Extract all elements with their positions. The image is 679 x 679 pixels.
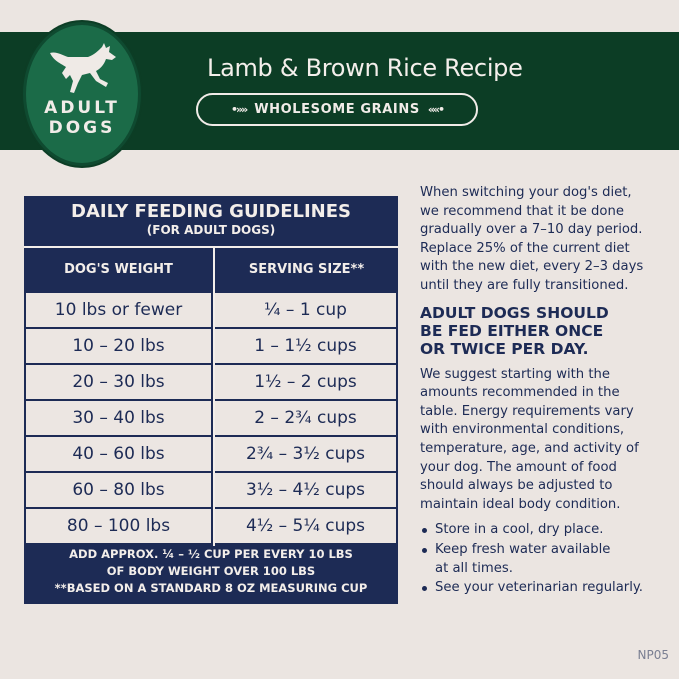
table-row: 10 lbs or fewer ¼ – 1 cup — [26, 293, 396, 327]
table-row: 10 – 20 lbs 1 – 1½ cups — [26, 329, 396, 363]
table-row: 80 – 100 lbs 4½ – 5¼ cups — [26, 509, 396, 543]
serving-cell: 4½ – 5¼ cups — [215, 509, 396, 543]
weight-cell: 40 – 60 lbs — [26, 437, 211, 471]
serving-cell: 1½ – 2 cups — [215, 365, 396, 399]
text-line: should always be adjusted to — [420, 478, 613, 494]
product-code: NP05 — [637, 648, 669, 662]
serving-cell: 2¾ – 3½ cups — [215, 437, 396, 471]
text-line: your dog. The amount of food — [420, 459, 617, 475]
text-line: table. Energy requirements vary — [420, 403, 634, 419]
table-row: 60 – 80 lbs 3½ – 4½ cups — [26, 473, 396, 507]
feeding-frequency-heading: ADULT DOGS SHOULD BE FED EITHER ONCE OR TW… — [420, 304, 670, 358]
amount-paragraph: We suggest starting with the amounts reco… — [420, 366, 670, 515]
text-line: gradually over a 7–10 day period. — [420, 222, 643, 238]
footnote-line: **BASED ON A STANDARD 8 OZ MEASURING CUP — [54, 581, 368, 595]
text-line: with the new diet, every 2–3 days — [420, 259, 644, 275]
text-line: maintain ideal body condition. — [420, 496, 621, 512]
bullet-text: Store in a cool, dry place. — [435, 522, 604, 538]
table-subtitle: (FOR ADULT DOGS) — [146, 223, 276, 237]
tag-label: WHOLESOME GRAINS — [254, 102, 420, 117]
badge-line-1: ADULT — [44, 98, 120, 118]
recipe-title: Lamb & Brown Rice Recipe — [207, 54, 523, 82]
adult-dogs-badge: ADULT DOGS — [23, 22, 141, 166]
serving-cell: 2 – 2¾ cups — [215, 401, 396, 435]
list-item: Store in a cool, dry place. — [420, 521, 670, 540]
running-dog-icon — [50, 43, 116, 93]
wholesome-grains-tag: •»» WHOLESOME GRAINS ««• — [196, 93, 478, 126]
text-line: When switching your dog's diet, — [420, 185, 632, 200]
text-line: with environmental conditions, — [420, 422, 625, 438]
weight-cell: 20 – 30 lbs — [26, 365, 211, 399]
text-line: until they are fully transitioned. — [420, 277, 629, 293]
text-line: we recommend that it be done — [420, 203, 624, 219]
transition-paragraph: When switching your dog's diet, we recomm… — [420, 184, 670, 296]
text-line: BE FED EITHER ONCE — [420, 321, 604, 340]
footnote-line: ADD APPROX. ¼ – ½ CUP PER EVERY 10 LBS — [69, 547, 353, 561]
serving-cell: 1 – 1½ cups — [215, 329, 396, 363]
bullet-text: Keep fresh water available — [435, 541, 611, 557]
tips-list: Store in a cool, dry place. Keep fresh w… — [420, 521, 670, 597]
text-line: We suggest starting with the — [420, 366, 611, 382]
weight-cell: 10 lbs or fewer — [26, 293, 211, 327]
text-line: amounts recommended in the — [420, 385, 620, 401]
text-line: Replace 25% of the current diet — [420, 240, 630, 256]
table-row: 30 – 40 lbs 2 – 2¾ cups — [26, 401, 396, 435]
text-line: temperature, age, and activity of — [420, 440, 639, 456]
weight-cell: 30 – 40 lbs — [26, 401, 211, 435]
table-row: 40 – 60 lbs 2¾ – 3½ cups — [26, 437, 396, 471]
list-item: Keep fresh water available at all times. — [420, 541, 670, 578]
column-divider — [213, 246, 215, 546]
list-item: See your veterinarian regularly. — [420, 579, 670, 598]
table-footnote: ADD APPROX. ¼ – ½ CUP PER EVERY 10 LBS O… — [24, 546, 398, 597]
table-row: 20 – 30 lbs 1½ – 2 cups — [26, 365, 396, 399]
column-header-weight: DOG'S WEIGHT — [24, 246, 213, 291]
column-header-serving: SERVING SIZE** — [215, 246, 398, 291]
bullet-text: at all times. — [435, 560, 513, 576]
footnote-line: OF BODY WEIGHT OVER 100 LBS — [106, 564, 316, 578]
wheat-icon: •»» — [230, 103, 248, 116]
weight-cell: 60 – 80 lbs — [26, 473, 211, 507]
feeding-guidelines-table: DAILY FEEDING GUIDELINES (FOR ADULT DOGS… — [24, 196, 398, 604]
weight-cell: 80 – 100 lbs — [26, 509, 211, 543]
table-title: DAILY FEEDING GUIDELINES — [71, 201, 351, 222]
serving-cell: ¼ – 1 cup — [215, 293, 396, 327]
text-line: OR TWICE PER DAY. — [420, 339, 589, 358]
badge-line-2: DOGS — [48, 118, 116, 138]
feeding-info: When switching your dog's diet, we recomm… — [420, 184, 670, 599]
text-line: ADULT DOGS SHOULD — [420, 303, 609, 322]
wheat-icon: ««• — [427, 103, 445, 116]
serving-cell: 3½ – 4½ cups — [215, 473, 396, 507]
weight-cell: 10 – 20 lbs — [26, 329, 211, 363]
bullet-text: See your veterinarian regularly. — [435, 580, 643, 596]
